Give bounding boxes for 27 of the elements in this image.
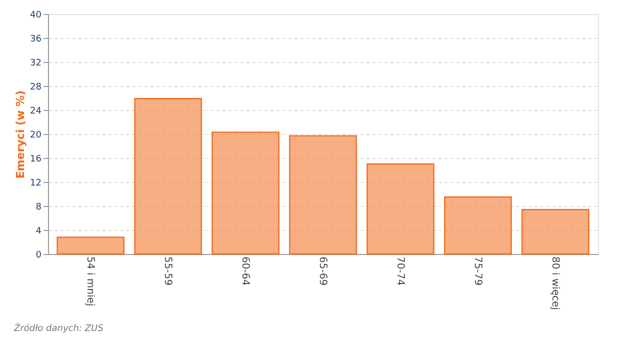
x-tick-label: 55-59 (162, 256, 174, 286)
bar (289, 135, 357, 255)
y-tick-label: 4 (36, 226, 42, 236)
x-tick-label: 75-79 (472, 256, 483, 286)
y-tick-label: 36 (30, 34, 42, 44)
bar (212, 132, 280, 255)
y-tick-label: 20 (30, 130, 42, 140)
y-axis-title: Emeryci (w %) (14, 90, 28, 179)
bar (521, 209, 590, 255)
text: Źródło danych: ZUS (14, 324, 104, 334)
y-tick-label: 28 (30, 82, 42, 92)
y-tick-label: 12 (30, 178, 42, 188)
y-tick-label: 32 (30, 58, 42, 68)
y-tick-label: 40 (30, 10, 42, 20)
y-tick-label: 16 (30, 154, 42, 164)
x-tick-label: 60-64 (240, 256, 251, 286)
x-tick-label: 80 i więcej (549, 256, 560, 310)
x-tick-label: 70-74 (394, 256, 406, 286)
bar (56, 236, 125, 255)
bar (444, 196, 512, 255)
x-tick-label: 54 i mniej (84, 256, 96, 306)
y-tick-label: 24 (30, 106, 42, 116)
bar (366, 163, 434, 255)
y-tick-label: 0 (36, 250, 42, 260)
x-tick-label: 65-69 (317, 256, 328, 286)
bar (134, 98, 202, 255)
y-tick-label: 8 (36, 202, 42, 212)
